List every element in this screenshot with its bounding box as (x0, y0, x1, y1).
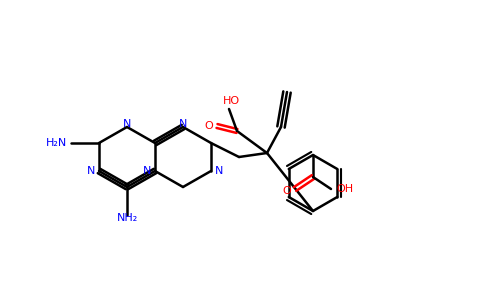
Text: H₂N: H₂N (46, 138, 67, 148)
Text: N: N (143, 166, 151, 176)
Text: NH₂: NH₂ (116, 213, 137, 223)
Text: N: N (123, 119, 131, 129)
Text: N: N (215, 166, 223, 176)
Text: O: O (205, 121, 213, 131)
Text: N: N (87, 166, 95, 176)
Text: N: N (179, 119, 187, 129)
Text: O: O (283, 186, 291, 196)
Text: HO: HO (223, 96, 240, 106)
Text: OH: OH (336, 184, 354, 194)
